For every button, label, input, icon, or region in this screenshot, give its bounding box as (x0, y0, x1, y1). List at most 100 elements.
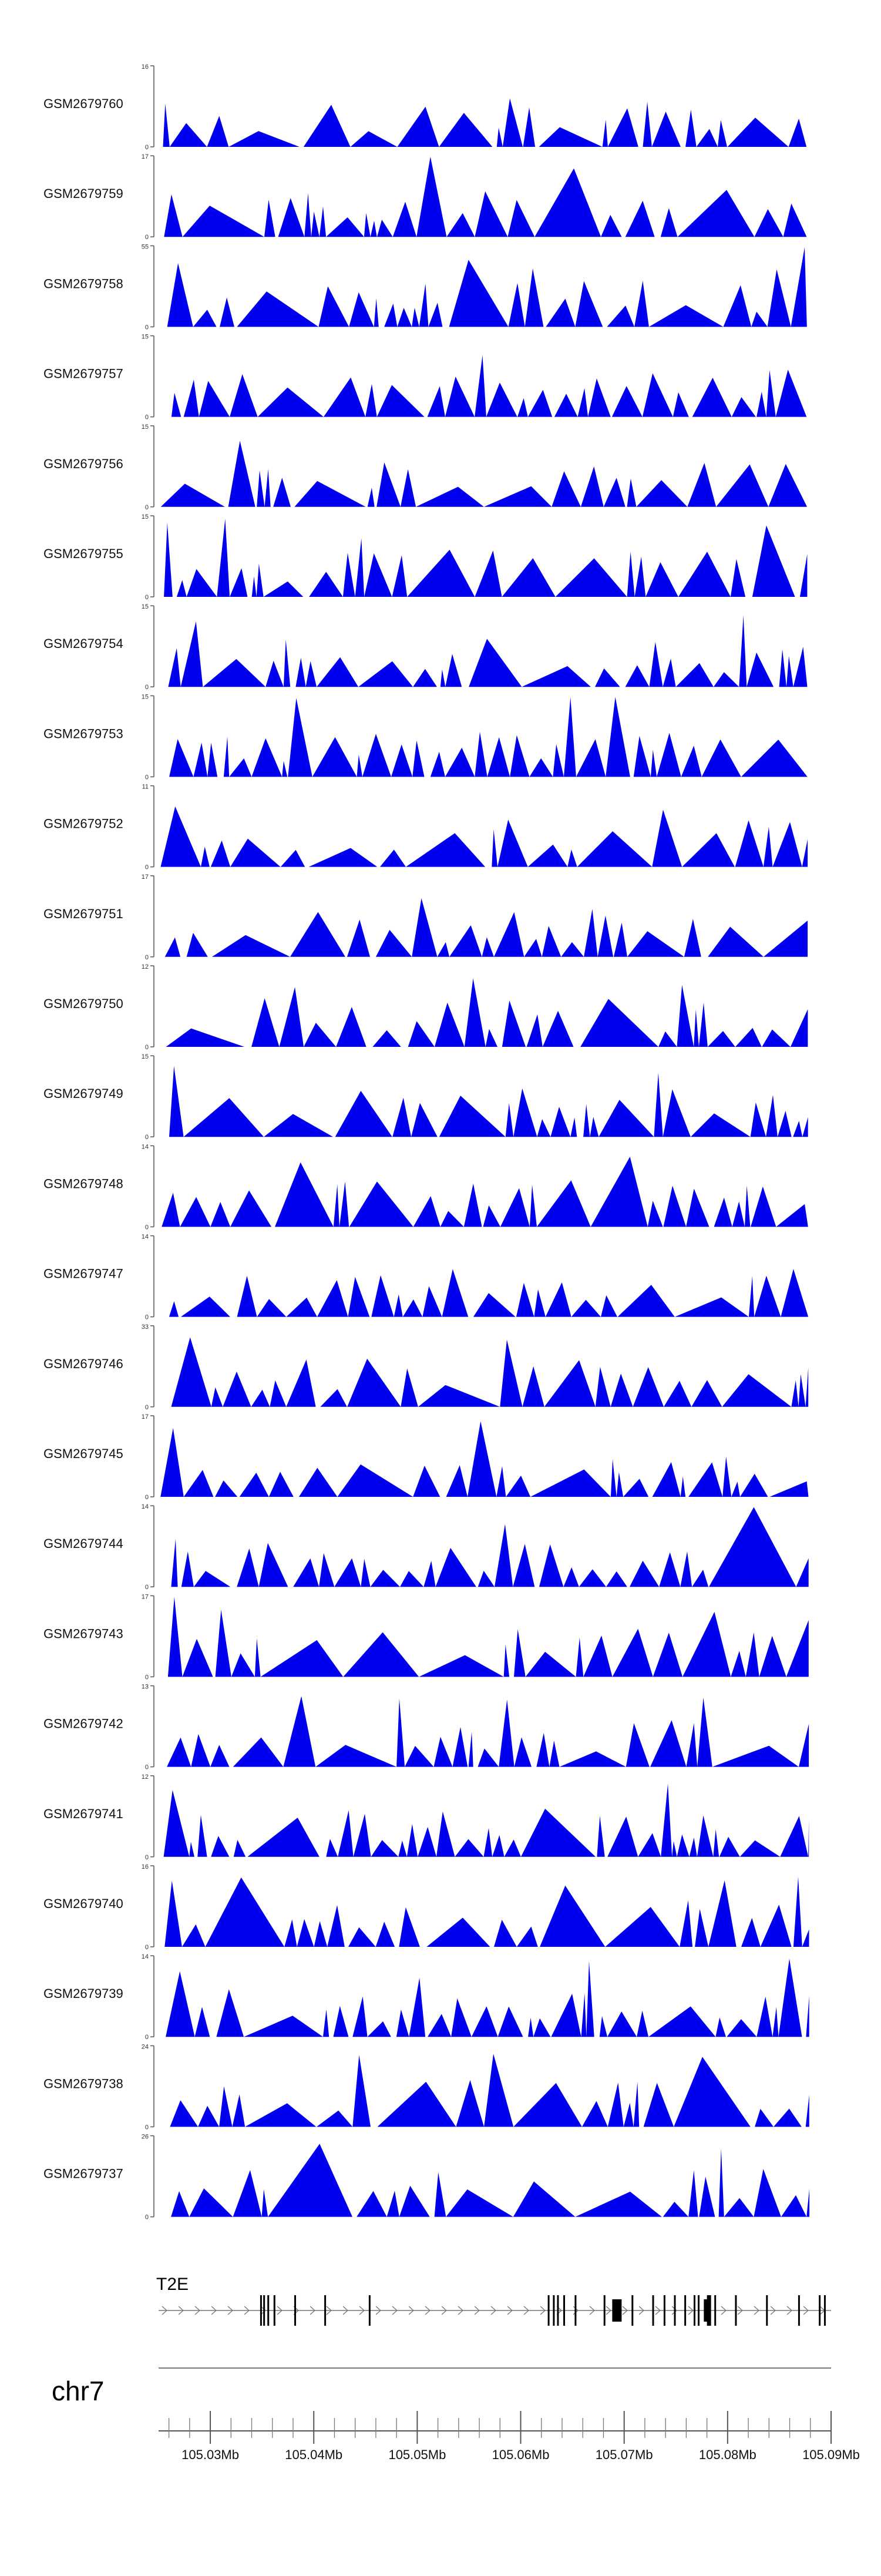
track-GSM2679743: GSM2679743 17 0 (43, 1593, 809, 1681)
exon (273, 2295, 275, 2326)
exon (324, 2295, 327, 2326)
y-max-label: 15 (142, 1053, 149, 1060)
axis-tick-label: 105.08Mb (699, 2447, 756, 2462)
y-zero-label: 0 (145, 2034, 149, 2041)
strand-arrow (162, 2306, 167, 2315)
coverage-area (169, 1269, 809, 1317)
exon (612, 2299, 622, 2322)
track-GSM2679757: GSM2679757 15 0 (43, 334, 807, 421)
y-zero-label: 0 (145, 1764, 149, 1771)
y-zero-label: 0 (145, 1044, 149, 1051)
y-max-label: 33 (142, 1324, 149, 1331)
exon (553, 2295, 555, 2326)
track-GSM2679742: GSM2679742 13 0 (43, 1684, 809, 1771)
strand-arrow (342, 2306, 348, 2315)
strand-arrow (392, 2306, 398, 2315)
track-GSM2679747: GSM2679747 14 0 (43, 1234, 809, 1321)
exon (707, 2295, 711, 2326)
y-max-label: 14 (142, 1503, 149, 1510)
track-label: GSM2679751 (43, 906, 123, 921)
y-zero-label: 0 (145, 324, 149, 331)
exon (714, 2295, 717, 2326)
track-label: GSM2679745 (43, 1446, 123, 1461)
track-GSM2679750: GSM2679750 12 0 (43, 963, 808, 1051)
strand-arrow (507, 2306, 513, 2315)
coverage-tracks: GSM2679760160GSM2679759170GSM2679758550G… (43, 63, 810, 2221)
strand-arrow (606, 2306, 611, 2315)
y-zero-label: 0 (145, 1224, 149, 1231)
track-label: GSM2679750 (43, 996, 123, 1011)
gene-label: T2E (156, 2275, 189, 2294)
track-label: GSM2679747 (43, 1267, 123, 1281)
coverage-area (160, 806, 808, 867)
strand-arrow (803, 2306, 809, 2315)
y-max-label: 17 (142, 874, 149, 881)
gene-model (159, 2295, 831, 2326)
y-max-label: 12 (142, 1774, 149, 1781)
y-zero-label: 0 (145, 864, 149, 871)
strand-arrow (227, 2306, 233, 2315)
exon (819, 2295, 821, 2326)
exon (663, 2295, 665, 2326)
y-max-label: 15 (142, 513, 149, 520)
chromosome-label: chr7 (52, 2376, 104, 2406)
y-max-label: 16 (142, 63, 149, 70)
track-GSM2679748: GSM2679748 14 0 (43, 1143, 808, 1231)
strand-arrow (178, 2306, 184, 2315)
coverage-area (166, 1959, 809, 2037)
coverage-area (167, 1696, 809, 1767)
exon (766, 2295, 768, 2326)
y-zero-label: 0 (145, 504, 149, 511)
strand-arrow (310, 2306, 315, 2315)
strand-arrow (326, 2306, 332, 2315)
y-zero-label: 0 (145, 1404, 149, 1411)
y-max-label: 13 (142, 1684, 149, 1691)
exon (798, 2295, 800, 2326)
strand-arrow (359, 2306, 365, 2315)
track-label: GSM2679741 (43, 1806, 123, 1821)
track-GSM2679759: GSM2679759 17 0 (43, 153, 807, 241)
axis-tick-label: 105.04Mb (285, 2447, 342, 2462)
exon (684, 2295, 687, 2326)
coverage-area (167, 1597, 809, 1677)
coverage-area (164, 1876, 809, 1947)
exon (698, 2295, 700, 2326)
track-GSM2679740: GSM2679740 16 0 (43, 1863, 809, 1951)
strand-arrow (671, 2306, 677, 2315)
track-label: GSM2679739 (43, 1986, 123, 2001)
track-label: GSM2679758 (43, 276, 123, 291)
strand-arrow (622, 2306, 628, 2315)
track-label: GSM2679760 (43, 96, 123, 111)
strand-arrow (194, 2306, 200, 2315)
strand-arrow (721, 2306, 727, 2315)
track-GSM2679758: GSM2679758 55 0 (43, 243, 807, 331)
strand-arrow (589, 2306, 595, 2315)
coverage-area (171, 355, 807, 417)
strand-arrow (523, 2306, 529, 2315)
axis-tick-label: 105.03Mb (181, 2447, 239, 2462)
coverage-area (160, 1421, 809, 1497)
y-max-label: 15 (142, 693, 149, 700)
exon (652, 2295, 654, 2326)
strand-arrow (425, 2306, 431, 2315)
strand-arrow (688, 2306, 694, 2315)
exon (631, 2295, 634, 2326)
coverage-area (160, 441, 808, 507)
track-label: GSM2679748 (43, 1176, 123, 1191)
track-GSM2679741: GSM2679741 12 0 (43, 1774, 809, 1861)
coverage-area (169, 1066, 808, 1137)
axis-tick-label: 105.05Mb (388, 2447, 446, 2462)
track-label: GSM2679738 (43, 2076, 123, 2091)
track-GSM2679756: GSM2679756 15 0 (43, 424, 808, 511)
y-max-label: 17 (142, 1593, 149, 1600)
y-max-label: 12 (142, 963, 149, 970)
exon (267, 2295, 270, 2326)
coverage-area (170, 2054, 809, 2127)
coverage-area (163, 1784, 809, 1857)
strand-arrow (770, 2306, 776, 2315)
y-max-label: 15 (142, 334, 149, 341)
axis-ticks: 105.03Mb 105.04Mb 105.05Mb 105.06Mb 105.07Mb… (168, 2411, 860, 2462)
y-max-label: 15 (142, 424, 149, 431)
strand-arrow (474, 2306, 480, 2315)
strand-arrow (244, 2306, 250, 2315)
